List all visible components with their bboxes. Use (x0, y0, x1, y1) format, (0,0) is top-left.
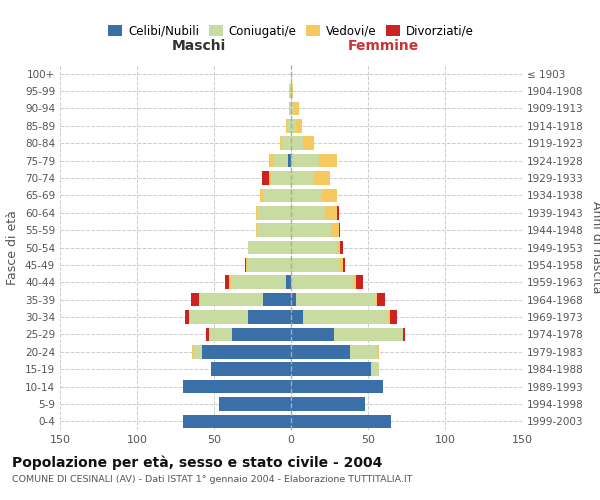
Bar (247, 258, 248, 272)
Bar (271, 171, 291, 185)
Bar (199, 293, 263, 306)
Bar (231, 276, 286, 289)
Bar (304, 310, 388, 324)
Bar (260, 188, 263, 202)
Bar (294, 102, 299, 115)
Bar (291, 224, 331, 237)
Bar (291, 119, 296, 132)
Bar (280, 136, 282, 150)
Bar (286, 276, 291, 289)
Bar (389, 310, 397, 324)
Bar (257, 224, 291, 237)
Bar (291, 414, 391, 428)
Bar (256, 206, 257, 220)
Bar (356, 276, 364, 289)
Bar (319, 154, 337, 168)
Bar (248, 310, 291, 324)
Bar (340, 240, 343, 254)
Bar (269, 154, 272, 168)
Bar (202, 345, 291, 358)
Bar (291, 276, 353, 289)
Y-axis label: Anni di nascita: Anni di nascita (590, 201, 600, 294)
Bar (334, 328, 403, 341)
Bar (256, 224, 257, 237)
Bar (286, 119, 288, 132)
Bar (304, 136, 314, 150)
Bar (289, 84, 291, 98)
Text: Femmine: Femmine (348, 39, 419, 53)
Bar (262, 171, 269, 185)
Bar (337, 240, 340, 254)
Bar (193, 345, 194, 358)
Bar (206, 328, 209, 341)
Bar (209, 328, 232, 341)
Bar (263, 293, 291, 306)
Bar (291, 240, 337, 254)
Bar (343, 258, 345, 272)
Bar (403, 328, 405, 341)
Bar (269, 171, 271, 185)
Y-axis label: Fasce di età: Fasce di età (7, 210, 19, 285)
Bar (340, 258, 343, 272)
Bar (291, 397, 365, 410)
Bar (291, 102, 294, 115)
Bar (229, 276, 231, 289)
Bar (353, 276, 356, 289)
Bar (183, 414, 291, 428)
Bar (291, 188, 322, 202)
Text: Maschi: Maschi (172, 39, 226, 53)
Bar (291, 136, 304, 150)
Bar (371, 362, 379, 376)
Legend: Celibi/Nubili, Coniugati/e, Vedovi/e, Divorziati/e: Celibi/Nubili, Coniugati/e, Vedovi/e, Di… (103, 20, 479, 42)
Text: COMUNE DI CESINALI (AV) - Dati ISTAT 1° gennaio 2004 - Elaborazione TUTTITALIA.I: COMUNE DI CESINALI (AV) - Dati ISTAT 1° … (12, 475, 413, 484)
Bar (257, 206, 291, 220)
Bar (291, 362, 371, 376)
Bar (291, 328, 334, 341)
Bar (296, 119, 302, 132)
Bar (288, 154, 291, 168)
Bar (291, 171, 314, 185)
Bar (289, 102, 291, 115)
Bar (248, 258, 291, 272)
Bar (376, 293, 377, 306)
Bar (291, 258, 340, 272)
Bar (291, 380, 383, 394)
Bar (282, 136, 291, 150)
Bar (218, 397, 291, 410)
Bar (185, 310, 190, 324)
Bar (288, 119, 291, 132)
Bar (350, 345, 377, 358)
Bar (377, 293, 385, 306)
Bar (322, 188, 337, 202)
Bar (291, 206, 325, 220)
Bar (337, 206, 339, 220)
Text: Popolazione per età, sesso e stato civile - 2004: Popolazione per età, sesso e stato civil… (12, 455, 382, 469)
Bar (291, 293, 296, 306)
Bar (325, 206, 337, 220)
Bar (377, 345, 379, 358)
Bar (248, 240, 291, 254)
Bar (272, 154, 288, 168)
Bar (194, 345, 202, 358)
Bar (183, 380, 291, 394)
Bar (331, 224, 339, 237)
Bar (291, 84, 293, 98)
Bar (291, 154, 319, 168)
Bar (245, 258, 247, 272)
Bar (339, 224, 340, 237)
Bar (291, 345, 350, 358)
Bar (291, 310, 304, 324)
Bar (263, 188, 291, 202)
Bar (211, 362, 291, 376)
Bar (225, 276, 229, 289)
Bar (190, 310, 248, 324)
Bar (191, 293, 199, 306)
Bar (314, 171, 329, 185)
Bar (388, 310, 389, 324)
Bar (232, 328, 291, 341)
Bar (296, 293, 376, 306)
